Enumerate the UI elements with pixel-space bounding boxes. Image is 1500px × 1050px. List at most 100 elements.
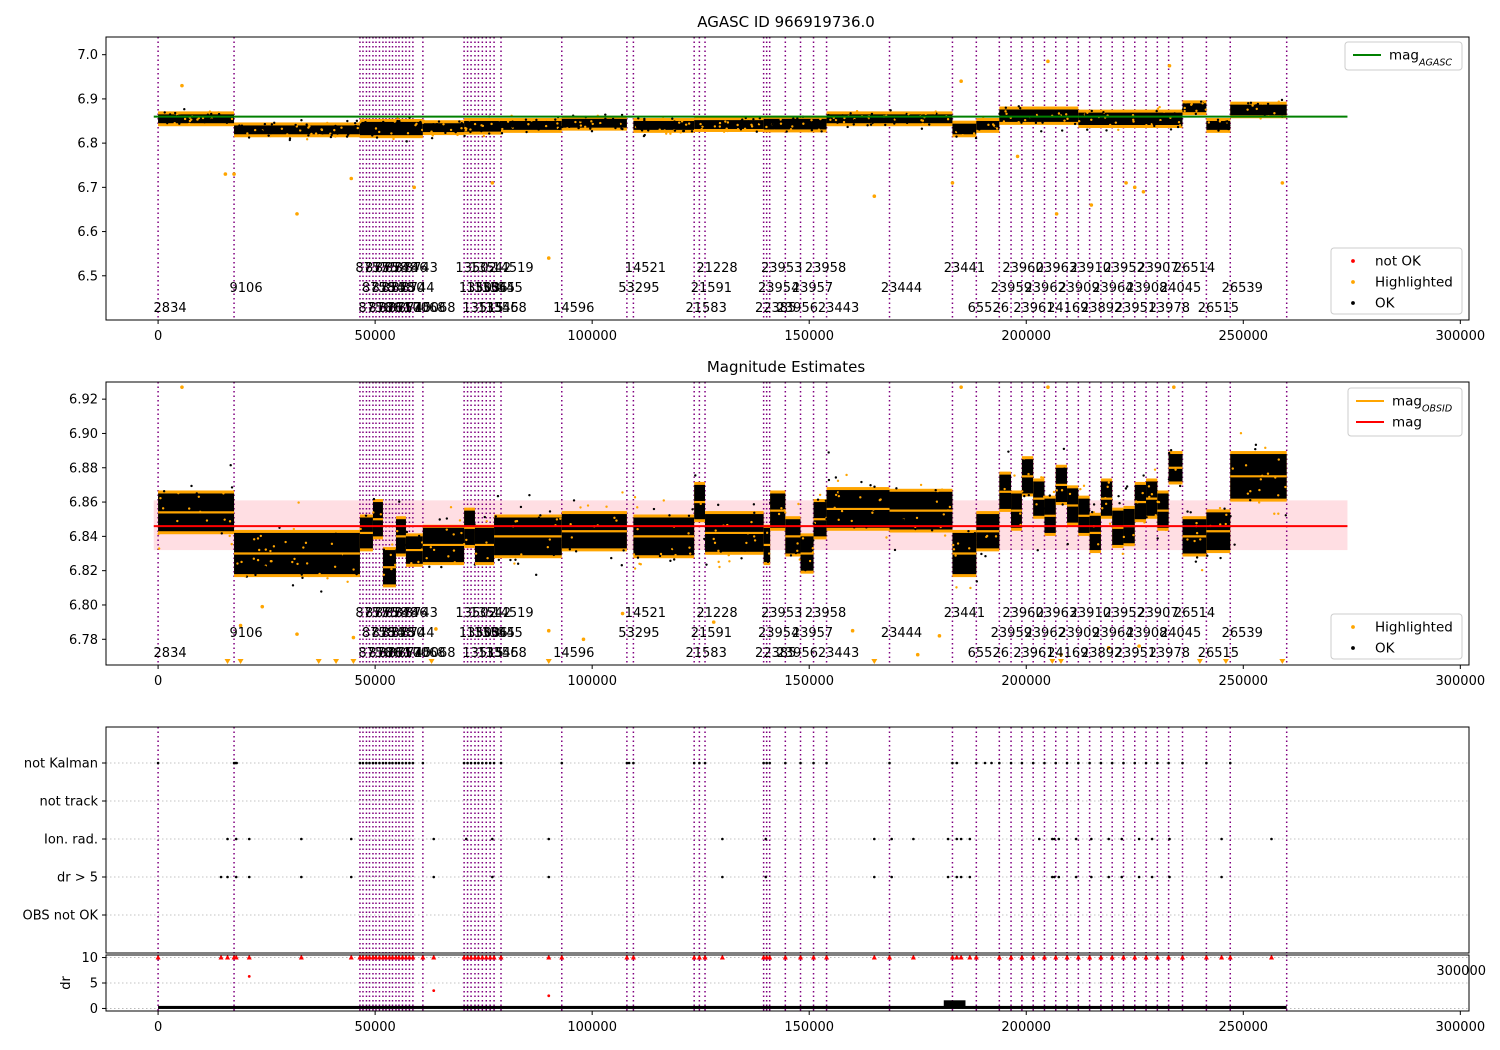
ok-point bbox=[520, 553, 523, 556]
ok-point bbox=[270, 533, 274, 537]
ok-point bbox=[420, 128, 424, 132]
ok-point bbox=[1104, 502, 1108, 506]
ok-point bbox=[273, 121, 276, 125]
ok-point bbox=[280, 127, 284, 130]
ok-point bbox=[1262, 472, 1265, 475]
ok-point bbox=[816, 498, 820, 501]
ok-point bbox=[840, 509, 844, 513]
obsid-label: 23961 bbox=[1013, 646, 1054, 661]
ok-point bbox=[269, 549, 272, 553]
dr-clipped-point bbox=[1203, 954, 1209, 960]
ok-point bbox=[1173, 112, 1176, 115]
ok-point bbox=[1030, 484, 1033, 488]
flag-point bbox=[998, 761, 1001, 765]
highlighted-point bbox=[180, 83, 184, 88]
ok-point bbox=[458, 120, 461, 123]
ok-point bbox=[355, 119, 359, 123]
ok-point bbox=[552, 553, 556, 557]
ok-point bbox=[730, 541, 734, 544]
ok-point bbox=[978, 128, 981, 131]
ok-point bbox=[942, 513, 945, 516]
flag-category-label: not track bbox=[39, 795, 98, 810]
obsid-label: 23908 bbox=[1126, 626, 1167, 641]
ok-point bbox=[264, 565, 267, 569]
ok-point bbox=[346, 133, 350, 136]
ok-point bbox=[259, 534, 263, 538]
ok-point bbox=[1005, 112, 1008, 116]
dr-clipped-point bbox=[887, 954, 893, 960]
ok-point bbox=[429, 545, 433, 549]
dr-bump bbox=[943, 1000, 966, 1007]
obsid-label: 21228 bbox=[696, 606, 737, 621]
legend-label: Highlighted bbox=[1375, 620, 1453, 636]
ok-point bbox=[921, 523, 924, 526]
obsid-label: 23959 bbox=[991, 626, 1032, 641]
obsid-label: 8744 bbox=[401, 626, 434, 641]
ok-point bbox=[966, 124, 970, 128]
ok-point bbox=[846, 125, 849, 129]
ok-point bbox=[669, 132, 672, 135]
ok-point bbox=[786, 123, 790, 126]
ok-point bbox=[805, 556, 808, 560]
ok-point bbox=[935, 500, 939, 503]
ok-point bbox=[911, 515, 915, 518]
ok-point bbox=[345, 560, 348, 563]
ok-point bbox=[267, 539, 270, 543]
ok-point bbox=[700, 127, 703, 131]
ok-point bbox=[954, 554, 957, 557]
ok-point bbox=[1092, 503, 1096, 506]
ok-point bbox=[395, 124, 398, 128]
dr-clipped-point bbox=[472, 954, 478, 960]
ok-point bbox=[490, 122, 493, 126]
ok-point bbox=[1105, 129, 1108, 132]
ok-point bbox=[1259, 498, 1263, 502]
ok-point bbox=[794, 551, 798, 555]
ok-point bbox=[866, 118, 869, 121]
ok-point bbox=[940, 488, 944, 491]
ok-point bbox=[1260, 112, 1263, 115]
ok-point bbox=[611, 117, 615, 121]
clipped-low-marker bbox=[237, 659, 244, 664]
ok-point bbox=[905, 112, 908, 116]
ok-point bbox=[487, 125, 491, 128]
ok-point bbox=[699, 486, 703, 489]
obsid-label: 8746 bbox=[394, 606, 427, 621]
dr-clipped-point bbox=[824, 954, 830, 960]
ok-point bbox=[465, 538, 468, 542]
ok-point bbox=[1047, 518, 1051, 522]
ok-point bbox=[771, 126, 774, 129]
x-tick-label: 50000 bbox=[354, 1020, 395, 1035]
obsid-label: 8746 bbox=[394, 261, 427, 276]
ok-point bbox=[217, 112, 221, 116]
ok-point bbox=[545, 120, 548, 124]
ok-point bbox=[195, 521, 198, 524]
ok-points-band bbox=[633, 121, 695, 130]
flag-point bbox=[432, 875, 436, 879]
flag-point bbox=[703, 761, 707, 765]
ok-point bbox=[853, 118, 856, 122]
flag-point bbox=[247, 875, 251, 879]
ok-point bbox=[1017, 515, 1020, 518]
obsid-label: 8758 bbox=[375, 261, 408, 276]
y-tick-label: 6.90 bbox=[69, 427, 98, 442]
ok-point bbox=[798, 558, 801, 561]
dr-clipped-point bbox=[225, 954, 231, 960]
dr-clipped-point bbox=[1154, 954, 1160, 960]
ok-point bbox=[1249, 490, 1252, 493]
ok-point bbox=[269, 128, 272, 131]
flag-point bbox=[1050, 875, 1054, 879]
ok-point bbox=[264, 548, 267, 551]
highlighted-point bbox=[351, 635, 356, 640]
ok-point bbox=[871, 511, 874, 514]
ok-points-band bbox=[826, 114, 890, 124]
ok-point bbox=[200, 528, 203, 531]
ok-point bbox=[956, 542, 960, 545]
x-tick-label: 50000 bbox=[354, 329, 395, 344]
flag-point bbox=[462, 761, 466, 765]
obsid-label: 23956 bbox=[777, 301, 818, 316]
flag-point bbox=[1057, 837, 1061, 841]
ok-point bbox=[1062, 447, 1066, 451]
ok-point bbox=[1231, 109, 1234, 113]
ok-point bbox=[307, 134, 310, 137]
